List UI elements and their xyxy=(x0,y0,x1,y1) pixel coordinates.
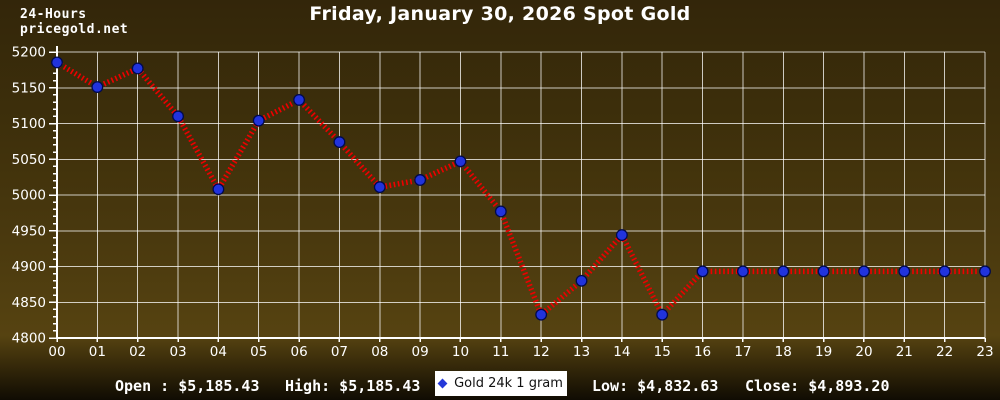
svg-text:07: 07 xyxy=(331,344,348,360)
svg-text:21: 21 xyxy=(896,344,913,360)
svg-text:5000: 5000 xyxy=(12,188,46,204)
svg-text:18: 18 xyxy=(775,344,792,360)
svg-text:4800: 4800 xyxy=(12,331,46,347)
svg-text:15: 15 xyxy=(654,344,671,360)
legend-diamond-icon xyxy=(437,378,448,389)
svg-text:03: 03 xyxy=(169,344,186,360)
svg-text:4900: 4900 xyxy=(12,259,46,275)
brand-duration-label: 24-Hours xyxy=(20,7,87,22)
svg-text:12: 12 xyxy=(533,344,550,360)
svg-text:16: 16 xyxy=(694,344,711,360)
svg-text:23: 23 xyxy=(976,344,993,360)
svg-text:02: 02 xyxy=(129,344,146,360)
svg-text:22: 22 xyxy=(936,344,953,360)
svg-text:13: 13 xyxy=(573,344,590,360)
svg-text:5050: 5050 xyxy=(12,152,46,168)
svg-text:08: 08 xyxy=(371,344,388,360)
svg-text:19: 19 xyxy=(815,344,832,360)
legend-box: Gold 24k 1 gram xyxy=(435,371,567,396)
brand-site-label: pricegold.net xyxy=(20,22,129,37)
svg-text:5150: 5150 xyxy=(12,80,46,96)
low-stat: Low: $4,832.63 xyxy=(592,377,719,395)
svg-text:17: 17 xyxy=(734,344,751,360)
svg-text:00: 00 xyxy=(48,344,65,360)
close-stat: Close: $4,893.20 xyxy=(745,377,890,395)
legend-label: Gold 24k 1 gram xyxy=(454,376,563,391)
open-stat: Open : $5,185.43 xyxy=(115,377,260,395)
high-stat: High: $5,185.43 xyxy=(285,377,421,395)
svg-text:14: 14 xyxy=(613,344,630,360)
svg-text:05: 05 xyxy=(250,344,267,360)
svg-text:11: 11 xyxy=(492,344,509,360)
page-title: Friday, January 30, 2026 Spot Gold xyxy=(309,3,691,25)
svg-text:10: 10 xyxy=(452,344,469,360)
svg-text:09: 09 xyxy=(412,344,429,360)
svg-text:5100: 5100 xyxy=(12,116,46,132)
svg-text:01: 01 xyxy=(89,344,106,360)
svg-text:5200: 5200 xyxy=(12,45,46,61)
brand: 24-Hours pricegold.net xyxy=(20,7,128,37)
svg-text:20: 20 xyxy=(855,344,872,360)
svg-text:04: 04 xyxy=(210,344,227,360)
svg-text:4850: 4850 xyxy=(12,295,46,311)
svg-text:4950: 4950 xyxy=(12,223,46,239)
svg-text:06: 06 xyxy=(290,344,307,360)
